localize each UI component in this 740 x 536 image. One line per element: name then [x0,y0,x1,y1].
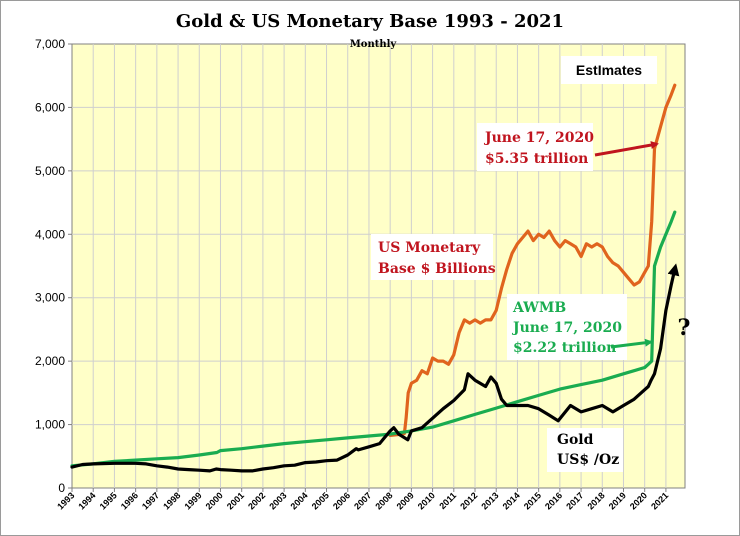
x-tick-label: 2019 [607,490,628,511]
mb-label-line1: US Monetary [378,240,481,256]
june-mb-arrow [594,141,659,157]
x-tick-label: 2017 [564,490,585,511]
x-tick-label: 1996 [119,490,140,511]
y-tick-label: 7,000 [35,37,65,51]
y-tick-label: 2,000 [35,354,65,368]
x-tick-label: 2010 [416,490,437,511]
y-tick-label: 6,000 [35,100,65,114]
awmb-box [507,294,627,360]
x-tick-label: 2008 [373,490,394,511]
y-tick-label: 4,000 [35,227,65,241]
x-tick-label: 2011 [437,490,458,511]
x-tick-label: 1999 [182,490,203,511]
x-tick-label: 2003 [267,490,288,511]
x-tick-label: 2006 [331,490,352,511]
mb-label-line2: Base $ Billions [378,261,496,277]
x-tick-label: 2004 [289,490,310,511]
series-group [70,83,680,473]
gold-label-box [547,428,623,472]
estimates-box [561,56,657,84]
x-tick-label: 2012 [458,490,479,511]
awmb-line2: June 17, 2020 [511,320,622,336]
x-tick-label: 2005 [310,490,331,511]
x-tick-label: 2018 [585,490,606,511]
awmb-line3: $2.22 trillion [513,340,616,356]
x-tick-label: 2020 [628,490,649,511]
june-mb-box [477,123,593,171]
gold-label-line2: US$ /Oz [557,452,619,468]
x-tick-label: 2000 [204,490,225,511]
x-tick-label: 2002 [246,490,267,511]
awmb-arrow [610,338,653,349]
x-tick-label: 2009 [395,490,416,511]
x-tick-label: 1997 [140,490,161,511]
estimates-label: EstImates [576,62,642,78]
series-line-2 [70,263,680,473]
y-axis: 0 1,000 2,000 3,000 4,000 5,000 6,000 7,000 [35,37,72,495]
x-tick-label: 2007 [352,490,373,511]
x-tick-label: 2016 [543,490,564,511]
x-tick-label: 1995 [98,490,119,511]
y-tick-label: 1,000 [35,418,65,432]
grid [72,44,685,488]
chart-subtitle: Monthly [350,39,398,50]
june-mb-line1: June 17, 2020 [483,130,594,146]
mb-label-box [371,234,493,280]
x-tick-label: 2015 [522,490,543,511]
x-axis: 1993 1994 1995 1996 1997 1998 1999 2000 2001 2002… [55,488,670,512]
y-tick-label: 5,000 [35,164,65,178]
x-tick-label: 2001 [225,490,246,511]
awmb-line1: AWMB [512,300,566,316]
gold-label-line1: Gold [557,432,594,448]
series-line-1 [70,210,677,468]
question-mark: ? [678,315,691,341]
x-tick-label: 2013 [479,490,500,511]
chart-title: Gold & US Monetary Base 1993 - 2021 [176,11,564,32]
y-tick-label: 0 [58,481,65,495]
series-line-0 [388,83,677,437]
x-tick-label: 1994 [76,490,97,511]
june-mb-line2: $5.35 trillion [485,151,588,167]
x-tick-label: 1998 [161,490,182,511]
x-tick-label: 2021 [649,490,670,511]
y-tick-label: 3,000 [35,291,65,305]
x-tick-label: 2014 [501,490,522,511]
